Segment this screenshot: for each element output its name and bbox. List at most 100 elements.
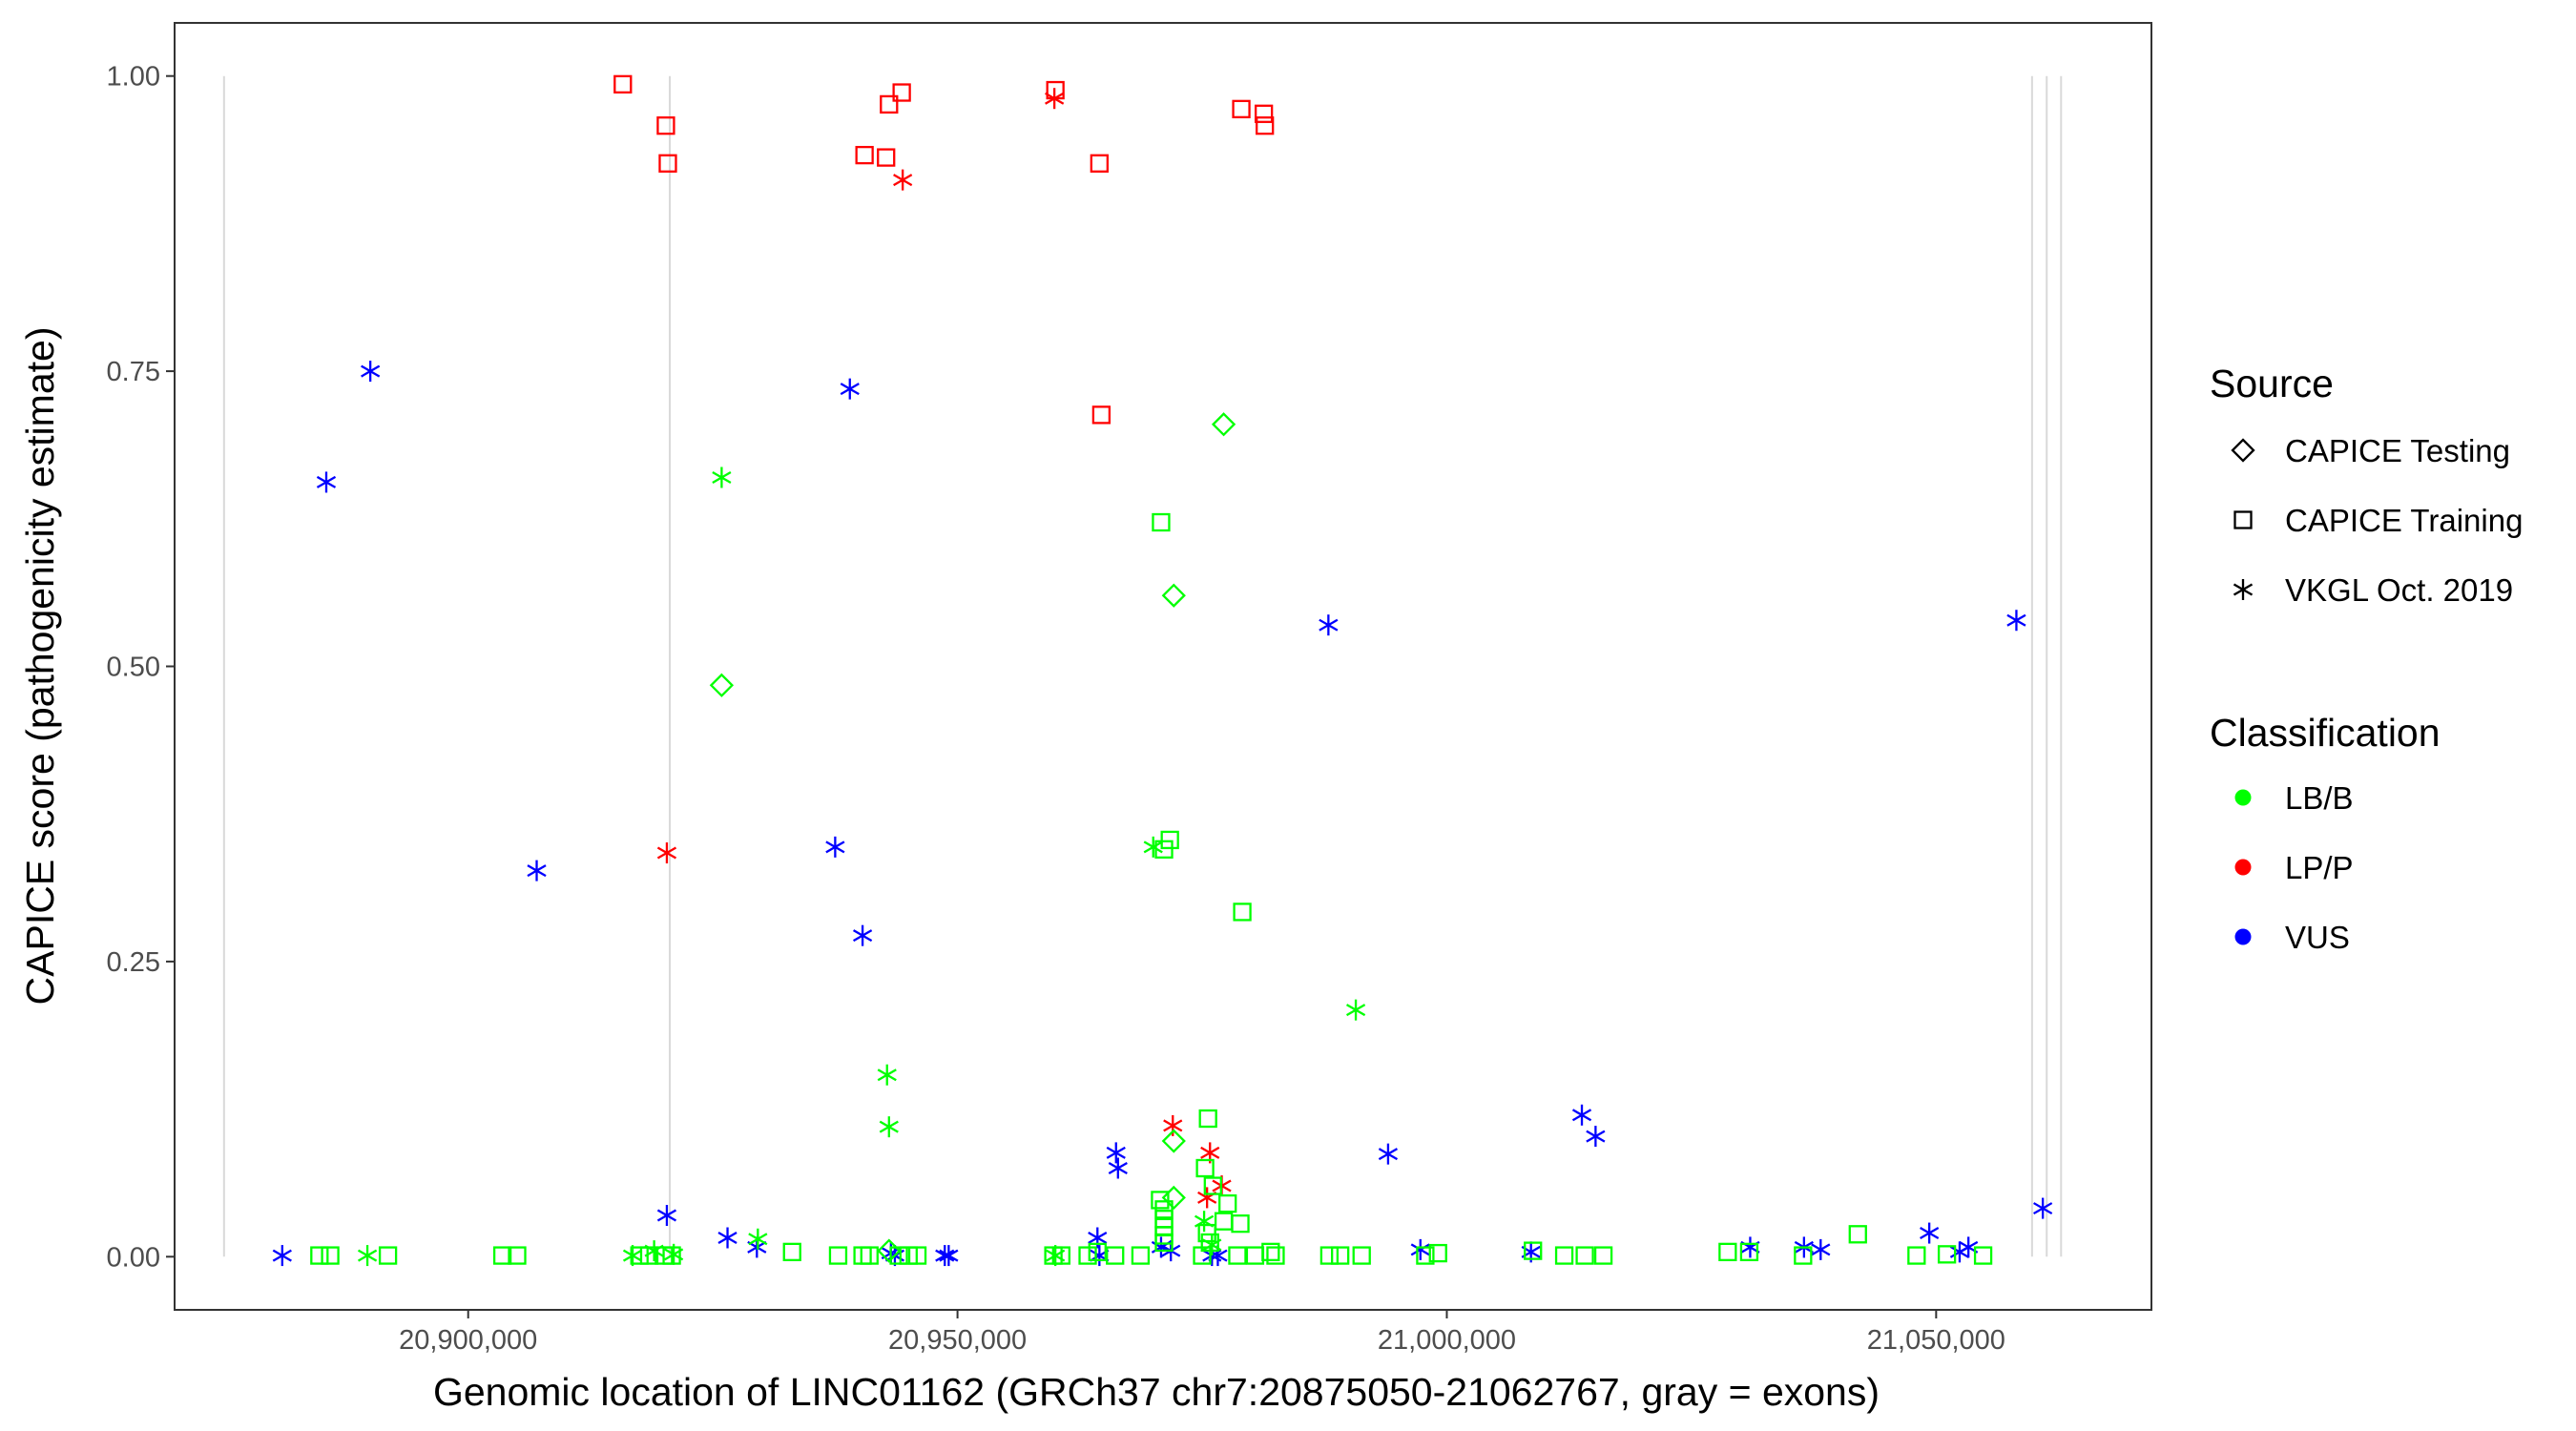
data-point — [321, 1246, 340, 1265]
data-point — [1161, 583, 1186, 608]
data-point — [1410, 1238, 1430, 1260]
data-point — [1143, 836, 1163, 858]
data-point — [1319, 1246, 1340, 1265]
data-point — [1937, 1245, 1957, 1264]
data-point — [893, 169, 913, 191]
legend-key-dot — [2234, 859, 2252, 876]
data-point — [1256, 116, 1275, 135]
y-tick-label: 0.75 — [107, 357, 160, 387]
data-point — [2006, 610, 2026, 632]
data-point — [939, 1245, 959, 1267]
data-point — [1428, 1243, 1447, 1263]
data-point — [630, 1246, 649, 1265]
data-point — [508, 1246, 527, 1265]
data-point — [1203, 1176, 1222, 1195]
data-point — [1160, 830, 1179, 850]
data-point — [1198, 1109, 1217, 1129]
legend-label: LP/P — [2285, 850, 2354, 885]
data-point — [1154, 1200, 1174, 1219]
data-point — [1106, 1142, 1126, 1164]
data-point — [1586, 1126, 1606, 1148]
data-point — [1331, 1246, 1350, 1265]
data-point — [357, 1245, 378, 1267]
data-point — [1233, 902, 1252, 922]
data-point — [613, 74, 633, 94]
data-point — [310, 1246, 329, 1265]
data-point — [2033, 1197, 2053, 1219]
data-points — [272, 74, 2053, 1267]
data-point — [717, 1227, 737, 1249]
data-point — [879, 1116, 899, 1138]
x-tick-label: 20,900,000 — [399, 1325, 537, 1356]
data-point — [1524, 1241, 1543, 1260]
data-point — [1051, 1246, 1070, 1265]
legend-label: VUS — [2285, 920, 2350, 955]
legend-key-square — [2233, 510, 2253, 529]
data-point — [892, 83, 911, 102]
data-point — [782, 1242, 801, 1262]
x-tick-label: 21,000,000 — [1378, 1325, 1516, 1356]
data-point — [1151, 1191, 1170, 1210]
data-point — [852, 924, 873, 946]
data-point — [656, 1204, 677, 1226]
series-square-lp-p — [613, 74, 1275, 425]
data-point — [825, 836, 845, 858]
data-point — [1378, 1143, 1399, 1165]
data-point — [1575, 1246, 1594, 1265]
data-point — [1088, 1242, 1107, 1262]
data-point — [828, 1246, 848, 1265]
data-point — [880, 94, 899, 114]
data-point — [656, 842, 677, 864]
legend-label: CAPICE Testing — [2285, 433, 2510, 468]
data-point — [1161, 1129, 1186, 1153]
axes: 20,900,000 20,950,000 21,000,000 21,050,000… — [107, 62, 2005, 1356]
data-point — [1416, 1246, 1435, 1265]
data-point — [1352, 1246, 1371, 1265]
data-point — [1255, 104, 1274, 123]
data-point — [1811, 1238, 1831, 1260]
data-point — [1266, 1246, 1285, 1265]
data-point — [1154, 840, 1174, 859]
data-point — [1232, 99, 1251, 118]
data-point — [1261, 1242, 1280, 1262]
data-point — [860, 1246, 879, 1265]
data-point — [907, 1246, 927, 1265]
y-tick-label: 1.00 — [107, 62, 160, 93]
data-point — [1718, 1242, 1737, 1262]
data-point — [492, 1246, 512, 1265]
data-point — [1106, 1246, 1125, 1265]
legend-key-asterisk — [2233, 579, 2254, 600]
data-point — [1045, 88, 1065, 110]
y-tick-label: 0.00 — [107, 1242, 160, 1273]
x-tick-label: 21,050,000 — [1867, 1325, 2005, 1356]
legend-key-dot — [2234, 789, 2252, 806]
y-axis-title: CAPICE score (pathogenicity estimate) — [18, 327, 62, 1006]
legend-key-dot — [2234, 928, 2252, 945]
data-point — [1593, 1246, 1613, 1265]
series-square-lb-b — [310, 512, 1993, 1265]
legend-classification-title: Classification — [2210, 711, 2441, 755]
y-tick-label: 0.50 — [107, 653, 160, 683]
data-point — [1197, 1223, 1216, 1243]
data-point — [1152, 512, 1171, 532]
data-point — [855, 145, 874, 165]
legend-label: VKGL Oct. 2019 — [2285, 572, 2513, 608]
data-point — [1231, 1214, 1250, 1234]
data-point — [1091, 405, 1111, 425]
legend-label: LB/B — [2285, 780, 2354, 816]
data-point — [840, 378, 860, 400]
data-point — [877, 148, 896, 167]
data-point — [378, 1246, 398, 1265]
data-point — [1345, 999, 1366, 1021]
y-tick-label: 0.25 — [107, 947, 160, 978]
data-point — [1319, 614, 1339, 636]
data-point — [712, 467, 732, 488]
exon-lines — [222, 75, 2063, 1257]
data-point — [1571, 1104, 1592, 1126]
legend-source-title: Source — [2210, 362, 2334, 405]
data-point — [1193, 1246, 1212, 1265]
data-point — [272, 1245, 292, 1267]
data-point — [1218, 1193, 1237, 1213]
